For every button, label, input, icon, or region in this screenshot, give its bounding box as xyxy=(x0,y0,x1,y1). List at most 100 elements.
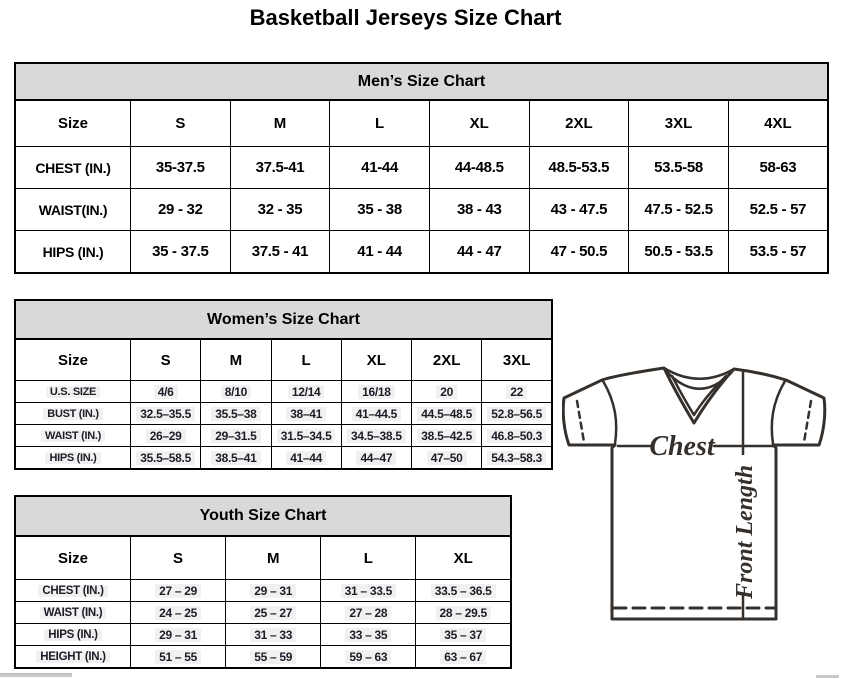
table-cell: 34.5–38.5 xyxy=(340,424,413,447)
table-cell: 50.5 - 53.5 xyxy=(628,230,729,274)
right-cuff-dashed-line xyxy=(802,399,813,444)
column-header: S xyxy=(129,535,227,580)
table-cell: 54.3–58.3 xyxy=(481,446,553,470)
column-header: L xyxy=(270,338,342,381)
table-cell: 44-48.5 xyxy=(428,146,530,189)
table-cell: 38–41 xyxy=(270,402,342,425)
table-cell: 27 – 28 xyxy=(320,601,417,624)
row-label: HIPS (IN.) xyxy=(14,623,131,646)
table-row: HIPS (IN.) 29 – 31 31 – 33 33 – 35 35 – 37 xyxy=(14,623,512,646)
table-cell: 29 - 32 xyxy=(130,188,231,231)
column-header-row: Size S M L XL 2XL 3XL 4XL xyxy=(14,99,829,147)
row-label: WAIST (IN.) xyxy=(14,601,131,624)
table-cell: 52.5 - 57 xyxy=(727,188,829,231)
table-cell: 4/6 xyxy=(129,380,202,403)
table-row: WAIST(IN.) 29 - 32 32 - 35 35 - 38 38 - 43 43… xyxy=(14,188,829,231)
table-cell: 33 – 35 xyxy=(320,623,417,646)
table-cell: 37.5 - 41 xyxy=(229,230,331,274)
table-cell: 24 – 25 xyxy=(129,601,227,624)
mens-size-table: Size S M L XL 2XL 3XL 4XL CHEST (IN.) 35-37.5 37.5… xyxy=(14,99,829,274)
row-label: HEIGHT (IN.) xyxy=(14,645,131,669)
column-header: XL xyxy=(415,535,512,580)
column-header: 2XL xyxy=(528,99,630,147)
table-cell: 16/18 xyxy=(340,380,413,403)
column-header: L xyxy=(329,99,430,147)
table-cell: 41–44.5 xyxy=(340,402,413,425)
column-header: M xyxy=(200,338,272,381)
table-cell: 52.8–56.5 xyxy=(481,402,553,425)
row-label: CHEST (IN.) xyxy=(14,146,131,189)
table-cell: 29 – 31 xyxy=(129,623,227,646)
right-armhole-seam xyxy=(770,379,787,446)
mens-size-chart: Men’s Size Chart Size S M L XL 2XL 3XL 4XL CHEST… xyxy=(14,62,829,274)
table-cell: 29–31.5 xyxy=(200,424,272,447)
table-cell: 32.5–35.5 xyxy=(129,402,202,425)
column-header: Size xyxy=(14,338,131,381)
column-header: L xyxy=(320,535,417,580)
column-header: S xyxy=(130,99,231,147)
column-header: 4XL xyxy=(727,99,829,147)
table-cell: 35.5–38 xyxy=(200,402,272,425)
table-cell: 31 – 33.5 xyxy=(320,579,417,602)
table-cell: 48.5-53.5 xyxy=(528,146,630,189)
table-cell: 41-44 xyxy=(329,146,430,189)
page-title: Basketball Jerseys Size Chart xyxy=(249,5,562,30)
table-row: WAIST (IN.) 24 – 25 25 – 27 27 – 28 28 – 29.… xyxy=(14,601,512,624)
table-cell: 31.5–34.5 xyxy=(270,424,342,447)
column-header: XL xyxy=(428,99,530,147)
column-header-row: Size S M L XL 2XL 3XL xyxy=(14,338,553,381)
table-cell: 55 – 59 xyxy=(225,645,322,669)
table-row: HIPS (IN.) 35.5–58.5 38.5–41 41–44 44–47 47–5… xyxy=(14,446,553,470)
mens-chart-title: Men’s Size Chart xyxy=(14,62,829,99)
table-cell: 33.5 – 36.5 xyxy=(415,579,512,602)
table-cell: 38 - 43 xyxy=(428,188,530,231)
left-armhole-seam xyxy=(601,379,618,446)
column-header: 3XL xyxy=(628,99,729,147)
table-cell: 58-63 xyxy=(727,146,829,189)
front-length-label: Front Length xyxy=(732,465,758,600)
table-cell: 20 xyxy=(410,380,483,403)
womens-chart-title: Women’s Size Chart xyxy=(14,299,553,338)
jersey-measurement-diagram: Chest Front Length xyxy=(562,361,828,625)
table-cell: 47–50 xyxy=(410,446,483,470)
row-label: BUST (IN.) xyxy=(14,402,131,425)
table-cell: 38.5–42.5 xyxy=(410,424,483,447)
row-label: CHEST (IN.) xyxy=(14,579,131,602)
collar-inner-v xyxy=(670,374,728,417)
column-header: XL xyxy=(340,338,413,381)
chest-measure-label: Chest xyxy=(649,431,716,462)
horizontal-scrollbar-fragment-left[interactable] xyxy=(0,673,72,677)
row-label: WAIST (IN.) xyxy=(14,424,131,447)
row-label: HIPS (IN.) xyxy=(14,230,131,274)
table-cell: 51 – 55 xyxy=(129,645,227,669)
table-cell: 38.5–41 xyxy=(200,446,272,470)
table-cell: 63 – 67 xyxy=(415,645,512,669)
table-cell: 46.8–50.3 xyxy=(481,424,553,447)
table-row: BUST (IN.) 32.5–35.5 35.5–38 38–41 41–44.5 44… xyxy=(14,402,553,425)
row-label: U.S. SIZE xyxy=(14,380,131,403)
womens-size-table: Size S M L XL 2XL 3XL U.S. SIZE 4/6 8/10 12/14 16/1… xyxy=(14,338,553,470)
table-cell: 44 - 47 xyxy=(428,230,530,274)
table-cell: 59 – 63 xyxy=(320,645,417,669)
collar-arc-outer xyxy=(662,366,736,380)
table-row: WAIST (IN.) 26–29 29–31.5 31.5–34.5 34.5–38.… xyxy=(14,424,553,447)
youth-chart-title: Youth Size Chart xyxy=(14,495,512,535)
table-cell: 29 – 31 xyxy=(225,579,322,602)
table-cell: 12/14 xyxy=(270,380,342,403)
column-header: S xyxy=(129,338,202,381)
table-cell: 35-37.5 xyxy=(130,146,231,189)
table-cell: 44–47 xyxy=(340,446,413,470)
row-label: HIPS (IN.) xyxy=(14,446,131,470)
table-row: HEIGHT (IN.) 51 – 55 55 – 59 59 – 63 63 – 67 xyxy=(14,645,512,669)
youth-size-chart: Youth Size Chart Size S M L XL CHEST (IN.) 27 … xyxy=(14,495,512,669)
table-cell: 28 – 29.5 xyxy=(415,601,512,624)
table-row: U.S. SIZE 4/6 8/10 12/14 16/18 20 22 xyxy=(14,380,553,403)
horizontal-scrollbar-fragment-right[interactable] xyxy=(816,675,839,678)
column-header: M xyxy=(225,535,322,580)
table-row: CHEST (IN.) 35-37.5 37.5-41 41-44 44-48.5 48.… xyxy=(14,146,829,189)
table-cell: 35 - 38 xyxy=(329,188,430,231)
row-label: WAIST(IN.) xyxy=(14,188,131,231)
table-cell: 47 - 50.5 xyxy=(528,230,630,274)
youth-size-table: Size S M L XL CHEST (IN.) 27 – 29 29 – 31 31 – 3… xyxy=(14,535,512,669)
table-cell: 53.5-58 xyxy=(628,146,729,189)
